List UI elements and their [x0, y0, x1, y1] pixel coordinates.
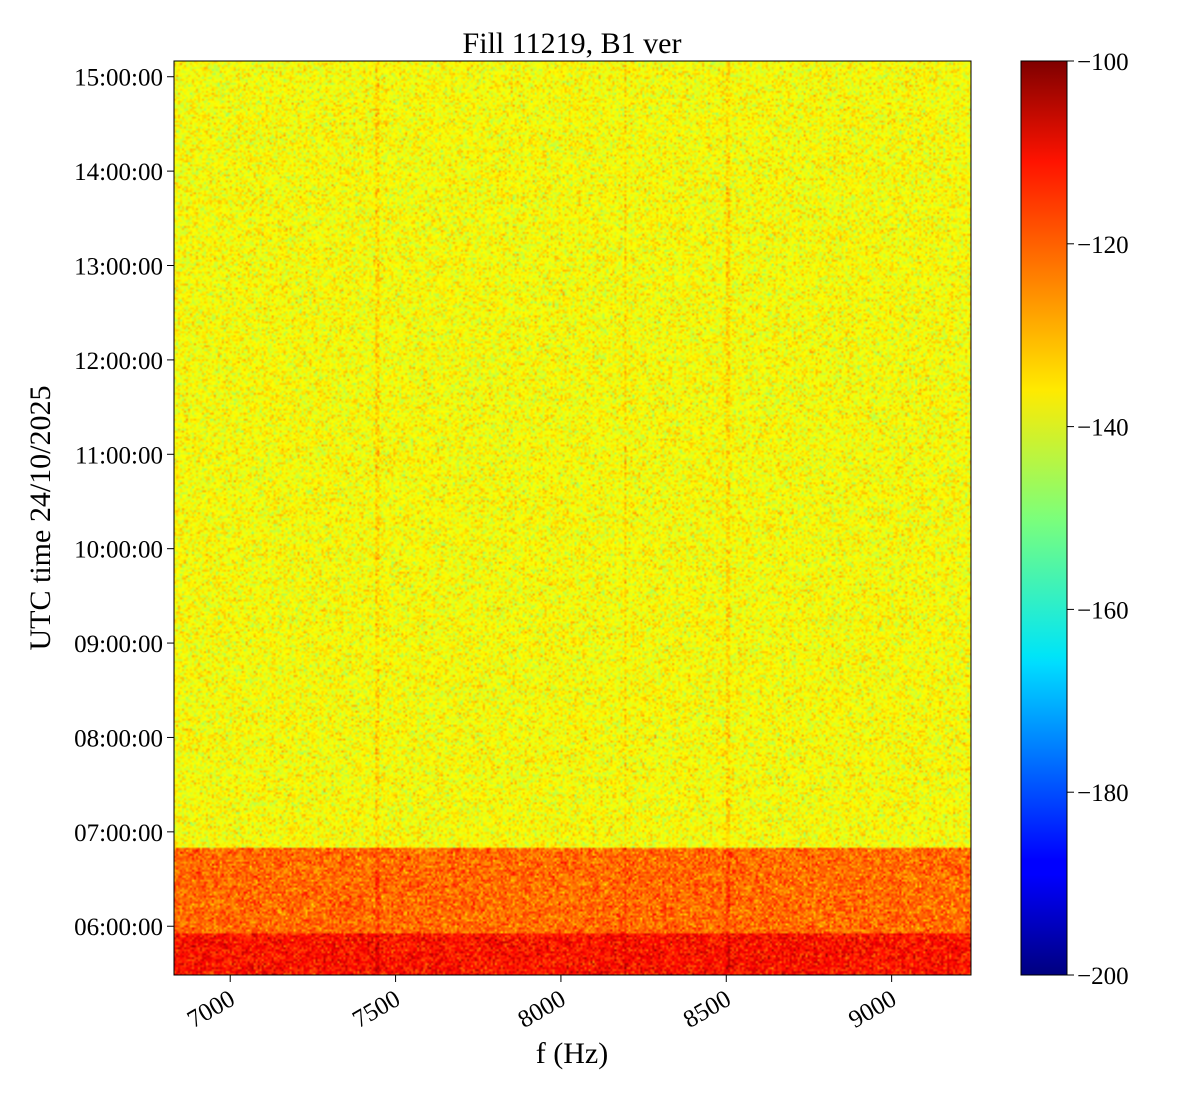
- y-tick-label: 07:00:00: [74, 820, 163, 847]
- colorbar-tick-label: −120: [1077, 232, 1129, 259]
- y-tick-label: 11:00:00: [75, 442, 163, 469]
- chart-title: Fill 11219, B1 ver: [463, 27, 682, 60]
- y-tick-label: 14:00:00: [74, 159, 163, 186]
- heatmap-image: [174, 61, 971, 975]
- plot-area: [174, 61, 971, 975]
- x-tick-label: 8500: [679, 985, 736, 1033]
- y-tick-label: 10:00:00: [74, 537, 163, 564]
- colorbar-tick-label: −180: [1077, 780, 1129, 807]
- y-tick-label: 12:00:00: [74, 348, 163, 375]
- y-axis-ticks: 06:00:00 07:00:00 08:00:00 09:00:00 10:00:00…: [74, 65, 174, 941]
- y-tick-label: 13:00:00: [74, 254, 163, 281]
- colorbar-tick-label: −140: [1077, 415, 1129, 442]
- plot-frame: [173, 60, 972, 976]
- x-tick-label: 7000: [183, 985, 240, 1033]
- y-axis-label: UTC time 24/10/2025: [24, 386, 57, 651]
- colorbar: [1020, 60, 1068, 976]
- colorbar-tick-label: −200: [1077, 963, 1129, 990]
- x-axis-label: f (Hz): [536, 1037, 608, 1070]
- x-tick-label: 7500: [348, 985, 405, 1033]
- y-tick-label: 08:00:00: [74, 725, 163, 752]
- y-tick-label: 06:00:00: [74, 914, 163, 941]
- colorbar-ticks: −100 −120 −140 −160 −180 −200: [1067, 49, 1129, 990]
- colorbar-tick-label: −160: [1077, 597, 1129, 624]
- x-tick-label: 8000: [514, 985, 571, 1033]
- y-tick-label: 09:00:00: [74, 631, 163, 658]
- colorbar-tick-label: −100: [1077, 49, 1129, 76]
- x-axis-ticks: 7000 7500 8000 8500 9000: [183, 975, 901, 1034]
- y-tick-label: 15:00:00: [74, 65, 163, 92]
- x-tick-label: 9000: [844, 985, 901, 1033]
